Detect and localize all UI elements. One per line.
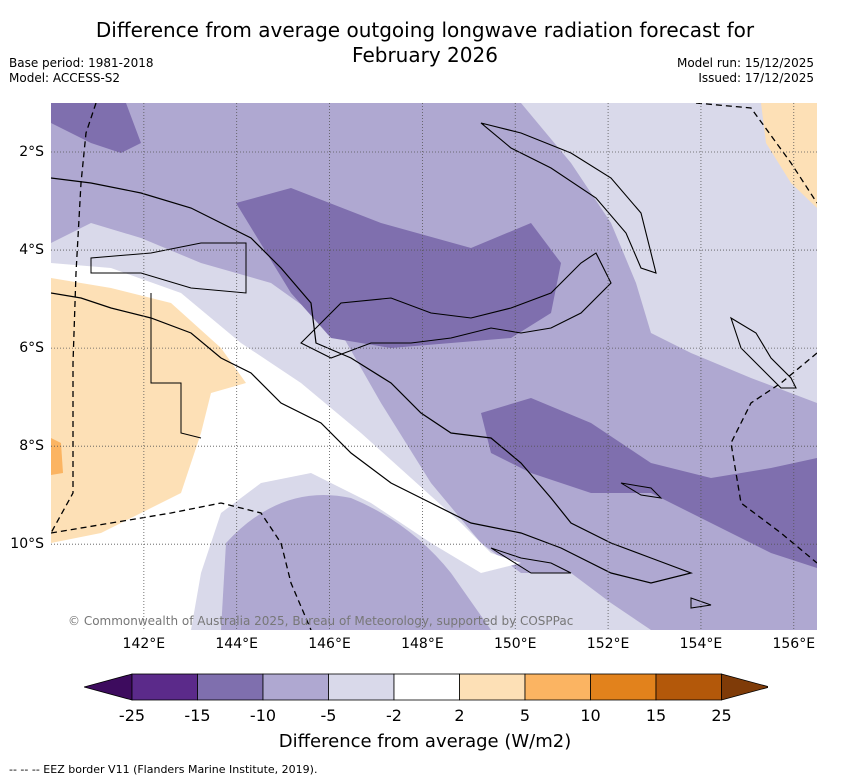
lat-tick-label: 6°S — [19, 340, 44, 357]
colorbar-tick-label: 10 — [580, 706, 601, 725]
lon-tick-label: 146°E — [308, 636, 351, 652]
colorbar-tick-label: -5 — [320, 706, 337, 725]
title-line-1: Difference from average outgoing longwav… — [95, 18, 755, 42]
colorbar-tick-label: -15 — [184, 706, 211, 725]
colorbar-segment — [524, 673, 591, 701]
lon-tick-label: 150°E — [493, 636, 537, 652]
coastline-new-guinea — [51, 177, 694, 584]
lon-tick-label: 144°E — [215, 636, 258, 652]
base-period: Base period: 1981-2018 — [9, 56, 154, 70]
colorbar-tick-label: 5 — [519, 706, 531, 725]
colorbar-segment — [197, 673, 264, 701]
anomaly-positive-west — [51, 278, 246, 543]
colorbar-tick-label: -10 — [249, 706, 277, 725]
colorbar-extend-high — [721, 673, 768, 701]
anomaly-south-lobe — [221, 495, 491, 630]
model-name: Model: ACCESS-S2 — [9, 71, 121, 85]
eez-border-west — [51, 103, 97, 534]
anomaly-small-orange — [51, 438, 63, 475]
lon-tick-label: 142°E — [122, 636, 166, 652]
meta-right: Model run: 15/12/2025 Issued: 17/12/2025 — [677, 56, 814, 86]
eez-footnote: -- -- -- EEZ border V11 (Flanders Marine… — [9, 763, 318, 776]
colorbar-segment — [131, 673, 198, 701]
eez-border-south — [51, 502, 312, 630]
colorbar-segment — [262, 673, 329, 701]
graticule — [51, 103, 817, 630]
lon-tick-label: 152°E — [586, 636, 630, 652]
colorbar-label: Difference from average (W/m2) — [278, 731, 572, 752]
colorbar-segment — [328, 673, 395, 701]
title-line-2: February 2026 — [352, 43, 498, 67]
meta-left: Base period: 1981-2018 Model: ACCESS-S2 — [9, 56, 154, 86]
anomaly-light-ne — [521, 103, 817, 403]
colorbar-tick-label: 25 — [711, 706, 732, 725]
colorbar-segment — [655, 673, 722, 701]
chart-title: Difference from average outgoing longwav… — [0, 18, 850, 68]
lat-tick-label: 10°S — [10, 536, 44, 553]
coastline-bougainville — [730, 316, 797, 389]
map-panel — [51, 103, 817, 630]
coastline-new-britain — [300, 252, 612, 359]
colorbar-tick-label: -25 — [118, 706, 146, 725]
colorbar — [84, 673, 768, 701]
colorbar-segment — [393, 673, 460, 701]
lat-tick-label: 8°S — [19, 438, 44, 455]
lat-tick-label: 2°S — [19, 144, 44, 161]
model-run: Model run: 15/12/2025 — [676, 56, 814, 70]
colorbar-tick-label: 15 — [645, 706, 667, 725]
colorbar-segment — [590, 673, 657, 701]
copyright-notice: © Commonwealth of Australia 2025, Bureau… — [68, 614, 574, 628]
issued-date: Issued: 17/12/2025 — [698, 71, 814, 85]
coastline-new-ireland — [480, 122, 657, 274]
lat-tick-label: 4°S — [19, 242, 44, 259]
lon-tick-label: 154°E — [679, 636, 723, 652]
colorbar-tick-label: 2 — [454, 706, 465, 725]
anomaly-dark-north — [236, 188, 561, 348]
lon-tick-label: 156°E — [772, 636, 816, 652]
lon-tick-label: 148°E — [401, 636, 444, 652]
anomaly-dark-nw — [51, 103, 141, 153]
province-outline — [90, 242, 247, 294]
colorbar-extend-low — [84, 673, 133, 701]
border-line — [150, 293, 202, 439]
colorbar-segment — [459, 673, 526, 701]
colorbar-tick-label: -2 — [386, 706, 402, 725]
anomaly-dark-east — [481, 398, 817, 568]
